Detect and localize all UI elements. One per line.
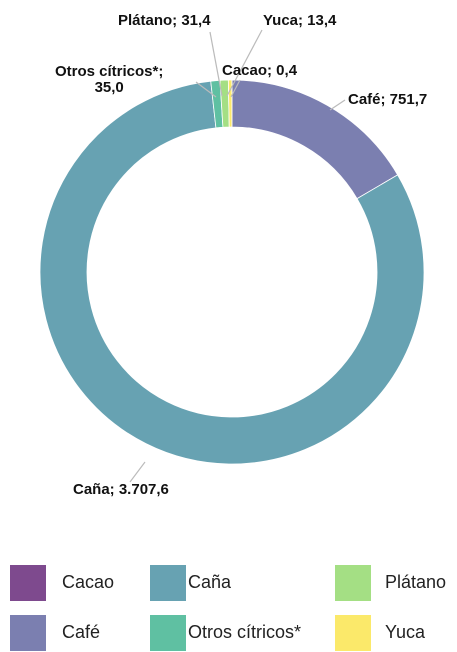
legend-label: Plátano: [385, 572, 447, 592]
legend-swatch: [10, 615, 46, 651]
legend-swatch: [150, 615, 186, 651]
leader-line: [209, 31, 223, 97]
data-label: Cacao; 0,4: [222, 62, 298, 79]
legend-swatch: [335, 615, 371, 651]
data-label: Plátano; 31,4: [118, 12, 211, 29]
legend-label: Caña: [188, 572, 232, 592]
legend-label: Otros cítricos*: [188, 622, 302, 642]
legend-swatch: [150, 565, 186, 601]
leader-line: [195, 81, 217, 98]
legend-label: Yuca: [385, 622, 426, 642]
data-label: Yuca; 13,4: [263, 12, 337, 29]
legend-label: Café: [62, 622, 101, 642]
leader-line: [129, 461, 146, 483]
slice: [39, 80, 425, 465]
data-label: Café; 751,7: [348, 91, 428, 108]
data-label: Otros cítricos*; 35,0: [55, 63, 164, 96]
data-label: Caña; 3.707,6: [73, 481, 169, 498]
legend-label: Cacao: [62, 572, 115, 592]
legend-swatch: [335, 565, 371, 601]
legend-swatch: [10, 565, 46, 601]
leader-line: [230, 79, 241, 98]
leader-line: [329, 99, 346, 111]
leader-line: [226, 29, 263, 97]
